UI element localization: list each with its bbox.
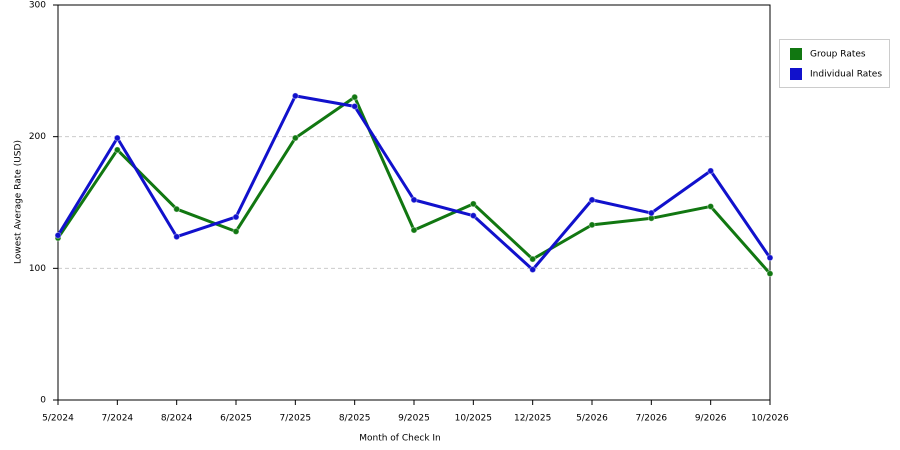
x-tick-label: 8/2024 [161, 414, 193, 424]
data-point [588, 196, 596, 204]
data-point [766, 254, 774, 262]
data-point [232, 213, 240, 221]
y-axis-title: Lowest Average Rate (USD) [14, 140, 24, 264]
x-tick-label: 9/2026 [695, 414, 727, 424]
y-tick-label: 100 [29, 264, 46, 274]
legend-swatch [790, 68, 802, 80]
x-tick-label: 10/2026 [751, 414, 789, 424]
x-tick-label: 12/2025 [514, 414, 551, 424]
data-point [173, 205, 181, 213]
data-point [588, 221, 596, 229]
x-tick-label: 5/2026 [576, 414, 608, 424]
y-tick-label: 300 [29, 1, 46, 11]
data-point [469, 200, 477, 208]
legend-label: Individual Rates [810, 70, 882, 80]
data-point [54, 231, 62, 239]
data-point [410, 226, 418, 234]
series-line [56, 95, 772, 275]
x-tick-label: 6/2025 [220, 414, 252, 424]
data-point [232, 227, 240, 235]
legend-box [779, 39, 890, 88]
x-tick-label: 7/2025 [279, 414, 311, 424]
y-tick-label: 0 [40, 396, 46, 406]
y-tick-label: 200 [29, 132, 46, 142]
data-point [410, 196, 418, 204]
data-point [351, 102, 359, 110]
series-line [56, 94, 772, 272]
data-point [113, 146, 121, 154]
x-axis-title: Month of Check In [359, 434, 441, 444]
legend-swatch [790, 48, 802, 60]
data-point [113, 134, 121, 142]
x-tick-label: 7/2024 [101, 414, 133, 424]
x-tick-label: 10/2025 [455, 414, 492, 424]
legend-label: Group Rates [810, 50, 866, 60]
data-point [647, 209, 655, 217]
data-point [173, 233, 181, 241]
data-point [469, 212, 477, 220]
data-point [291, 134, 299, 142]
x-tick-label: 9/2025 [398, 414, 430, 424]
data-point [529, 255, 537, 263]
data-point [529, 266, 537, 274]
x-tick-label: 8/2025 [339, 414, 371, 424]
data-point [351, 93, 359, 101]
x-tick-label: 5/2024 [42, 414, 74, 424]
data-point [707, 202, 715, 210]
data-point [291, 92, 299, 100]
x-tick-label: 7/2026 [635, 414, 667, 424]
data-point [707, 167, 715, 175]
data-point [766, 270, 774, 278]
